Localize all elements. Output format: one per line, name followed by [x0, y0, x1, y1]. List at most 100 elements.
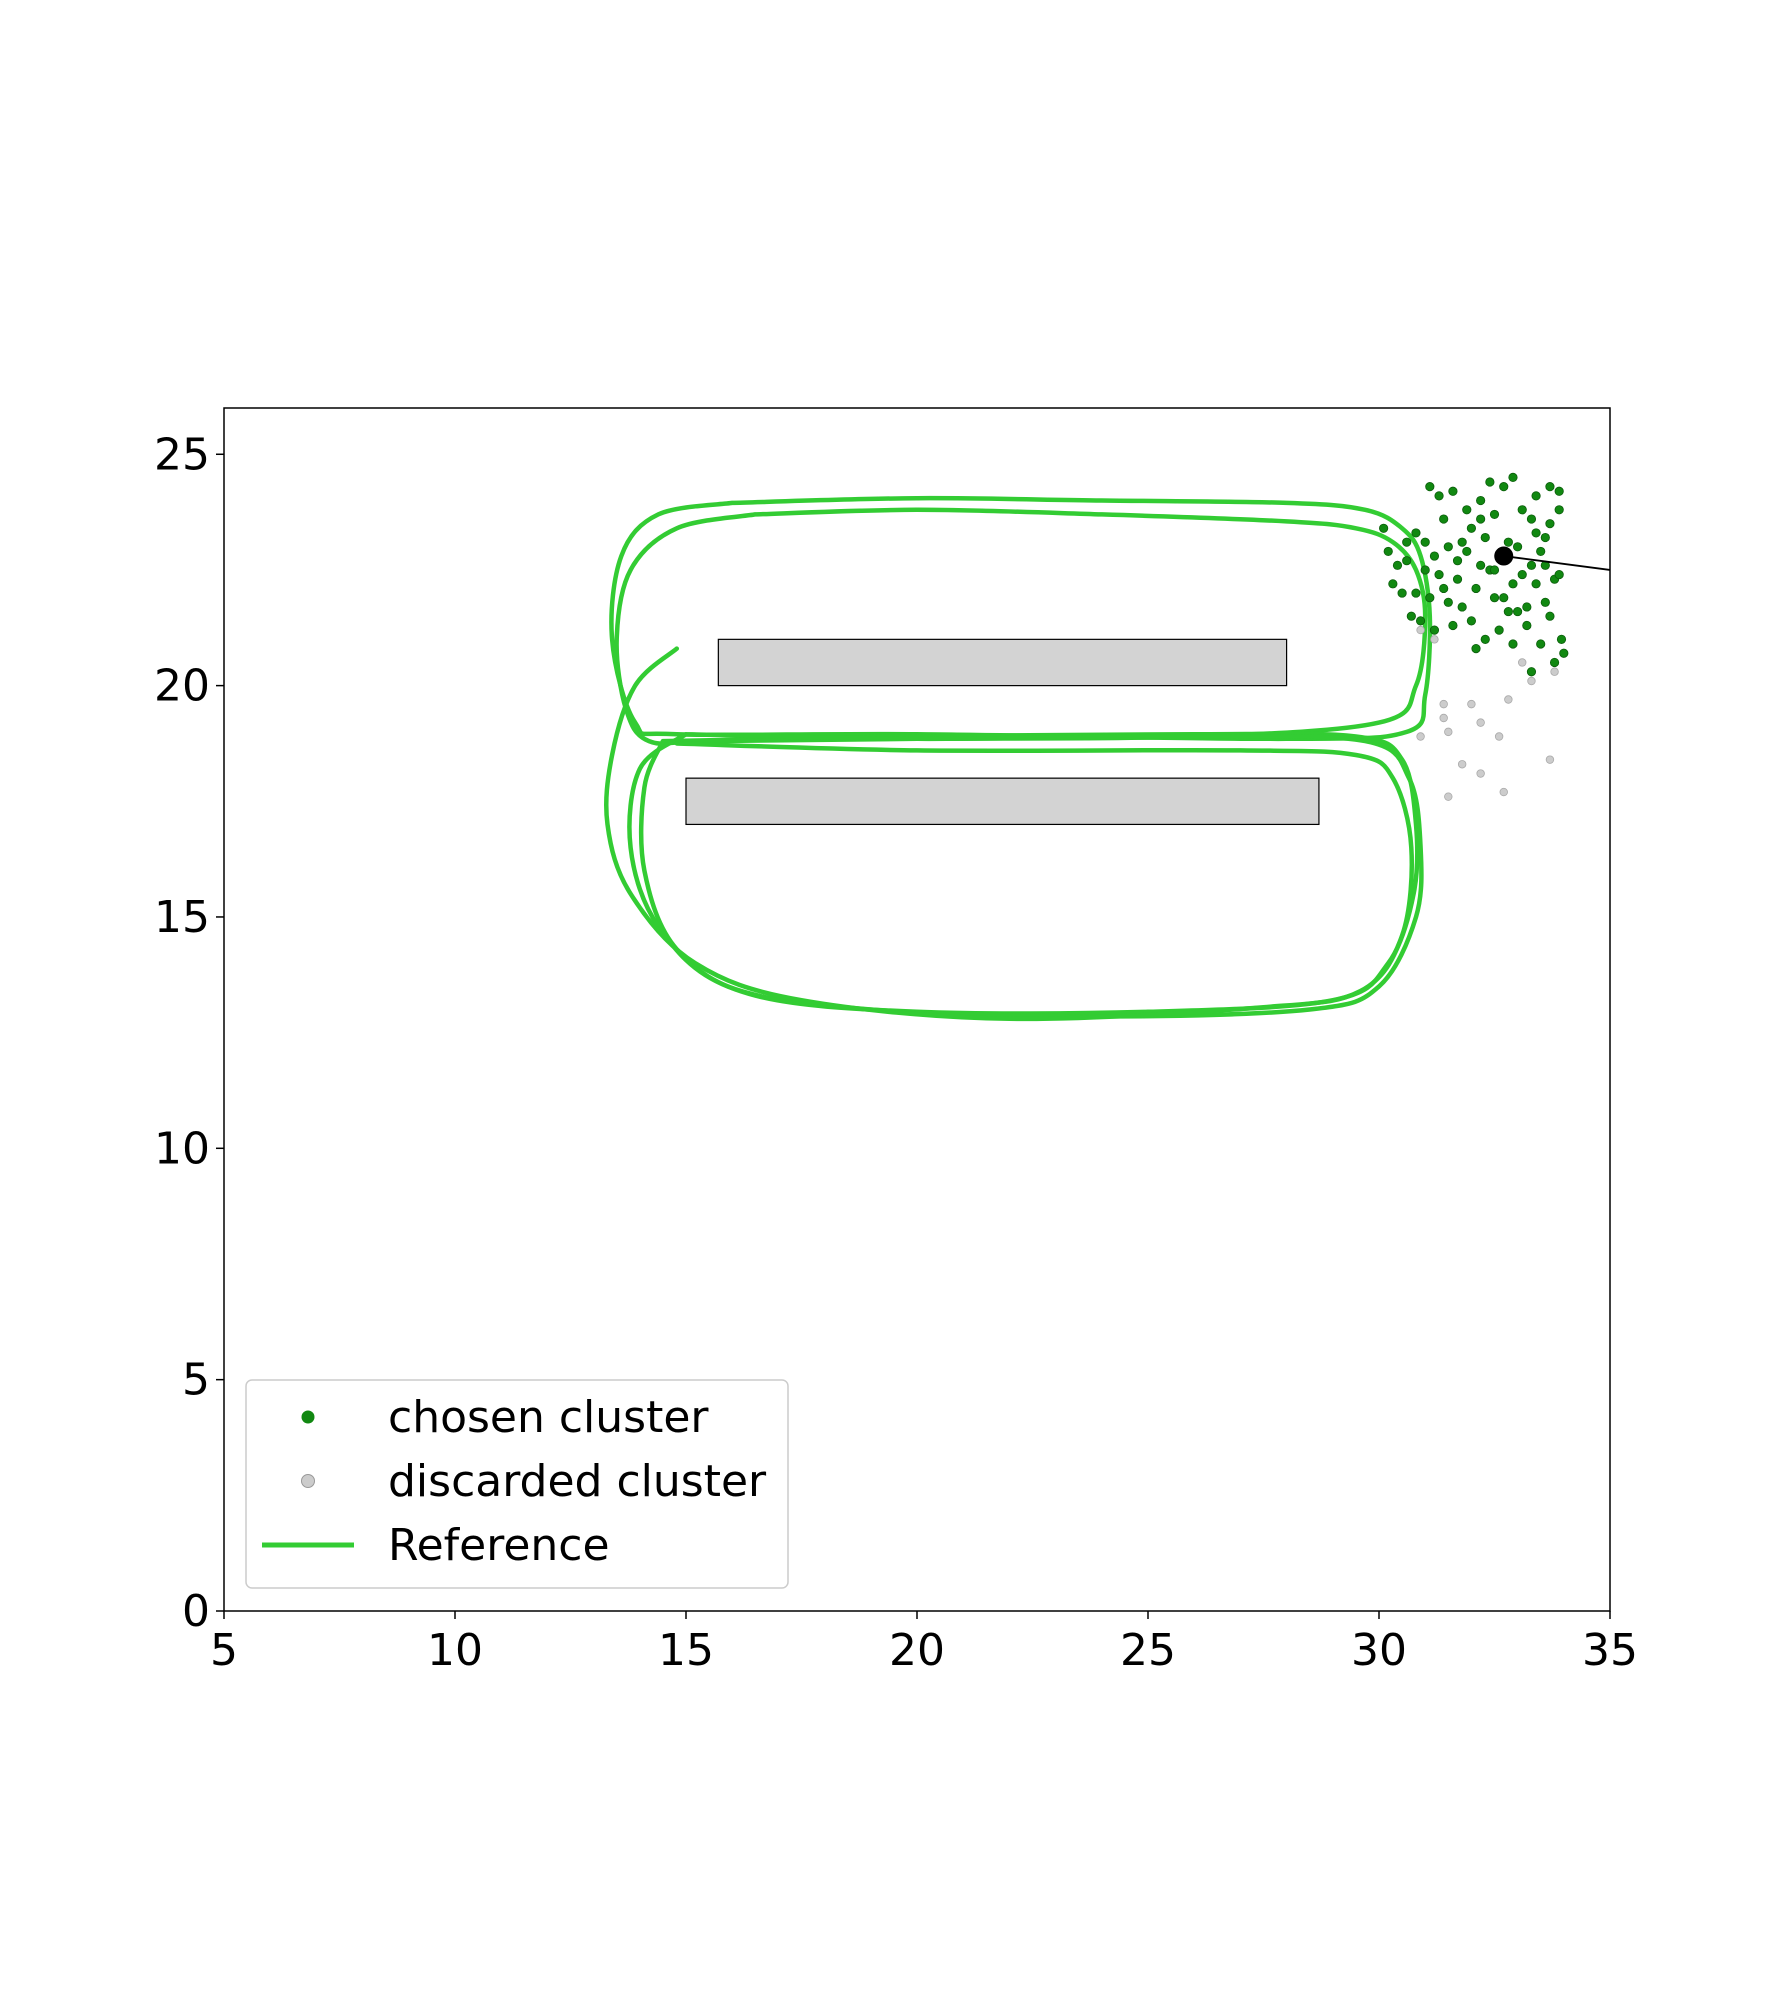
discarded-point — [1457, 760, 1467, 769]
discarded-point — [1476, 769, 1485, 778]
obstacles-layer — [685, 638, 1320, 826]
discarded-point — [1444, 727, 1453, 737]
chosen-point — [1485, 477, 1495, 487]
chosen-point — [1383, 546, 1393, 557]
chosen-point — [1549, 657, 1560, 668]
chosen-point — [1508, 579, 1518, 589]
chosen-point — [1499, 593, 1509, 603]
current-position-layer — [1494, 546, 1610, 571]
x-tick-label: 35 — [1582, 1625, 1638, 1676]
chosen-point — [1415, 616, 1426, 626]
chosen-point — [1443, 542, 1453, 552]
discarded-point — [1504, 695, 1513, 704]
chosen-point — [1503, 606, 1513, 617]
chosen-point — [1452, 556, 1463, 566]
chosen-point — [1402, 537, 1412, 547]
discarded-point — [1439, 699, 1448, 709]
y-tick-label: 15 — [154, 892, 210, 943]
chosen-point — [1425, 593, 1435, 603]
chosen-point — [1494, 625, 1504, 635]
chosen-point — [1448, 620, 1458, 631]
chosen-point — [1522, 602, 1532, 612]
y-tick-label: 10 — [154, 1123, 210, 1174]
chosen-point — [1397, 588, 1407, 598]
chosen-point — [1480, 634, 1490, 644]
x-tick-label: 5 — [210, 1625, 238, 1676]
chosen-point — [1554, 486, 1564, 496]
obstacle-2 — [685, 777, 1320, 826]
chosen-point — [1462, 546, 1472, 557]
chosen-point — [1559, 648, 1569, 658]
discarded-point — [1444, 792, 1453, 801]
chosen-point — [1457, 537, 1467, 547]
discarded-point — [1467, 699, 1476, 709]
obstacle-1 — [717, 638, 1288, 687]
y-tick-label: 5 — [182, 1355, 210, 1406]
chosen-point — [1508, 639, 1518, 649]
chosen-point — [1531, 528, 1541, 538]
chosen-point — [1536, 546, 1546, 557]
discarded-point — [1550, 667, 1559, 676]
x-tick-label: 20 — [889, 1625, 945, 1676]
chosen-point — [1439, 583, 1449, 594]
chosen-cluster-layer — [1379, 472, 1569, 677]
chosen-point — [1462, 505, 1472, 515]
chosen-point — [1517, 505, 1527, 515]
discarded-point — [1476, 718, 1485, 727]
x-tick-label: 10 — [427, 1625, 483, 1676]
chosen-point — [1522, 620, 1532, 631]
discarded-point — [1494, 732, 1504, 741]
chosen-point — [1476, 560, 1486, 570]
chosen-point — [1476, 514, 1486, 524]
chosen-point — [1489, 565, 1500, 575]
chosen-point — [1466, 523, 1477, 533]
discarded-point — [1545, 755, 1555, 764]
y-axis: 0 5 10 15 20 25 — [154, 429, 224, 1637]
discarded-point — [1416, 625, 1425, 635]
chosen-point — [1452, 574, 1463, 584]
chosen-point — [1540, 597, 1550, 607]
chosen-point — [1434, 569, 1444, 580]
legend-chosen-label: chosen cluster — [388, 1392, 709, 1443]
chosen-point — [1526, 560, 1537, 570]
y-tick-label: 25 — [154, 429, 210, 480]
chosen-point — [1411, 588, 1421, 598]
chosen-point — [1429, 625, 1440, 635]
chosen-point — [1531, 579, 1541, 589]
x-tick-label: 30 — [1351, 1625, 1407, 1676]
chosen-point — [1540, 532, 1550, 543]
chosen-point — [1434, 491, 1444, 501]
chosen-point — [1402, 556, 1412, 566]
chosen-point — [1471, 643, 1481, 654]
chosen-point — [1439, 514, 1449, 524]
heading-line — [1503, 555, 1610, 571]
discarded-point — [1416, 732, 1425, 741]
chosen-point — [1499, 482, 1509, 492]
chosen-point — [1531, 491, 1541, 501]
discarded-point — [1430, 635, 1439, 644]
chosen-point — [1457, 602, 1467, 612]
chosen-point — [1489, 593, 1500, 603]
chosen-point — [1513, 606, 1523, 617]
chosen-point — [1448, 486, 1458, 496]
legend-discarded-label: discarded cluster — [388, 1456, 767, 1507]
chosen-point — [1425, 482, 1435, 492]
chosen-point — [1420, 537, 1430, 547]
chosen-point — [1379, 523, 1389, 533]
legend-chosen-marker — [301, 1410, 315, 1424]
chosen-point — [1466, 616, 1477, 626]
y-tick-label: 20 — [154, 661, 210, 712]
chosen-point — [1503, 537, 1513, 547]
chosen-point — [1545, 611, 1555, 621]
chosen-point — [1536, 639, 1546, 649]
chosen-point — [1554, 569, 1564, 580]
chosen-point — [1420, 565, 1430, 575]
reference-lap-5 — [604, 646, 1415, 1022]
chosen-point — [1545, 482, 1555, 492]
chosen-point — [1556, 634, 1567, 644]
reference-lap-2 — [609, 495, 1433, 742]
x-tick-label: 15 — [658, 1625, 714, 1676]
chosen-point — [1508, 472, 1518, 483]
chosen-point — [1513, 542, 1523, 552]
